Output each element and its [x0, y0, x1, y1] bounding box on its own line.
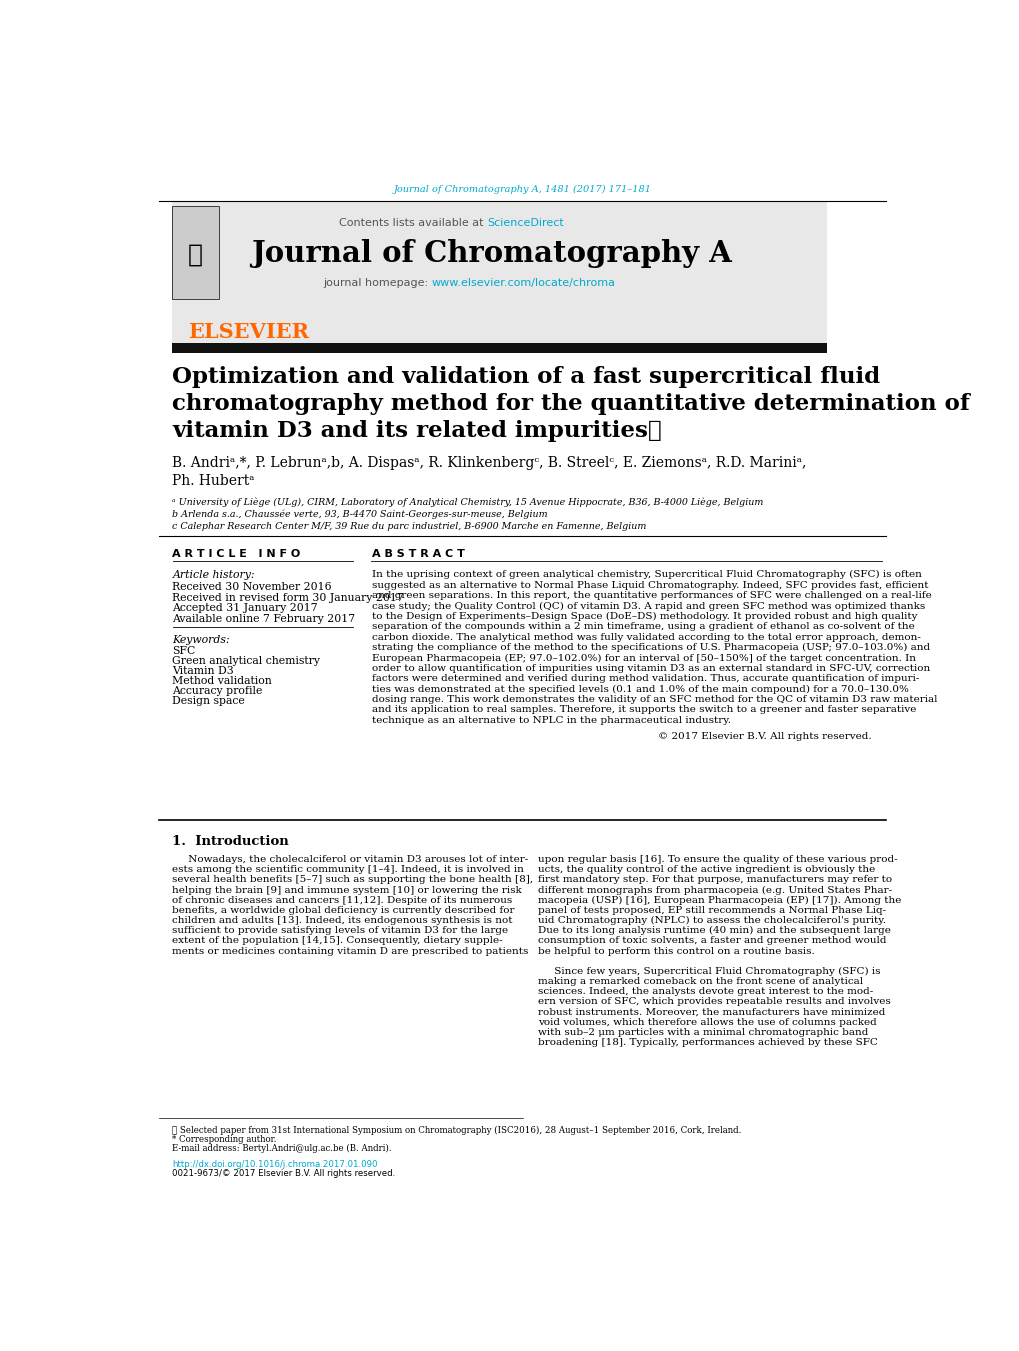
Text: A B S T R A C T: A B S T R A C T [371, 549, 464, 559]
Text: © 2017 Elsevier B.V. All rights reserved.: © 2017 Elsevier B.V. All rights reserved… [657, 732, 870, 742]
Text: ern version of SFC, which provides repeatable results and involves: ern version of SFC, which provides repea… [538, 997, 891, 1006]
Text: E-mail address: Bertyl.Andri@ulg.ac.be (B. Andri).: E-mail address: Bertyl.Andri@ulg.ac.be (… [172, 1144, 391, 1152]
Text: and green separations. In this report, the quantitative performances of SFC were: and green separations. In this report, t… [371, 590, 930, 600]
Text: robust instruments. Moreover, the manufacturers have minimized: robust instruments. Moreover, the manufa… [538, 1008, 884, 1016]
Text: extent of the population [14,15]. Consequently, dietary supple-: extent of the population [14,15]. Conseq… [172, 936, 502, 946]
Text: ucts, the quality control of the active ingredient is obviously the: ucts, the quality control of the active … [538, 865, 874, 874]
Text: 🌿: 🌿 [189, 243, 203, 266]
Text: ties was demonstrated at the specified levels (0.1 and 1.0% of the main compound: ties was demonstrated at the specified l… [371, 685, 908, 693]
Text: carbon dioxide. The analytical method was fully validated according to the total: carbon dioxide. The analytical method wa… [371, 632, 919, 642]
Text: Optimization and validation of a fast supercritical fluid: Optimization and validation of a fast su… [172, 366, 879, 388]
Text: Available online 7 February 2017: Available online 7 February 2017 [172, 615, 356, 624]
Text: Vitamin D3: Vitamin D3 [172, 666, 234, 676]
Text: be helpful to perform this control on a routine basis.: be helpful to perform this control on a … [538, 947, 814, 955]
Text: Journal of Chromatography A, 1481 (2017) 171–181: Journal of Chromatography A, 1481 (2017)… [393, 185, 651, 195]
Text: dosing range. This work demonstrates the validity of an SFC method for the QC of: dosing range. This work demonstrates the… [371, 694, 936, 704]
Text: ☆ Selected paper from 31st International Symposium on Chromatography (ISC2016), : ☆ Selected paper from 31st International… [172, 1127, 741, 1135]
Text: Design space: Design space [172, 696, 245, 705]
Text: Article history:: Article history: [172, 570, 255, 580]
Text: panel of tests proposed, EP still recommends a Normal Phase Liq-: panel of tests proposed, EP still recomm… [538, 907, 886, 915]
Text: making a remarked comeback on the front scene of analytical: making a remarked comeback on the front … [538, 977, 862, 986]
Text: SFC: SFC [172, 646, 196, 655]
Text: ests among the scientific community [1–4]. Indeed, it is involved in: ests among the scientific community [1–4… [172, 865, 524, 874]
Text: ELSEVIER: ELSEVIER [187, 323, 309, 342]
Text: * Corresponding author.: * Corresponding author. [172, 1135, 277, 1144]
Text: and its application to real samples. Therefore, it supports the switch to a gree: and its application to real samples. The… [371, 705, 915, 715]
Text: journal homepage:: journal homepage: [323, 277, 431, 288]
Text: Accepted 31 January 2017: Accepted 31 January 2017 [172, 604, 318, 613]
Text: A R T I C L E   I N F O: A R T I C L E I N F O [172, 549, 301, 559]
Text: first mandatory step. For that purpose, manufacturers may refer to: first mandatory step. For that purpose, … [538, 875, 892, 885]
Text: sufficient to provide satisfying levels of vitamin D3 for the large: sufficient to provide satisfying levels … [172, 927, 508, 935]
Bar [172, 200, 826, 343]
Text: ments or medicines containing vitamin D are prescribed to patients: ments or medicines containing vitamin D … [172, 947, 528, 955]
Text: several health benefits [5–7] such as supporting the bone health [8],: several health benefits [5–7] such as su… [172, 875, 533, 885]
Text: European Pharmacopeia (EP; 97.0–102.0%) for an interval of [50–150%] of the targ: European Pharmacopeia (EP; 97.0–102.0%) … [371, 654, 915, 662]
Text: Contents lists available at: Contents lists available at [339, 218, 487, 227]
Text: Due to its long analysis runtime (40 min) and the subsequent large: Due to its long analysis runtime (40 min… [538, 927, 891, 935]
Text: broadening [18]. Typically, performances achieved by these SFC: broadening [18]. Typically, performances… [538, 1038, 877, 1047]
Text: Journal of Chromatography A: Journal of Chromatography A [251, 239, 731, 267]
Text: http://dx.doi.org/10.1016/j.chroma.2017.01.090: http://dx.doi.org/10.1016/j.chroma.2017.… [172, 1161, 378, 1169]
Text: In the uprising context of green analytical chemistry, Supercritical Fluid Chrom: In the uprising context of green analyti… [371, 570, 920, 580]
Text: benefits, a worldwide global deficiency is currently described for: benefits, a worldwide global deficiency … [172, 907, 515, 915]
Text: to the Design of Experiments–Design Space (DoE–DS) methodology. It provided robu: to the Design of Experiments–Design Spac… [371, 612, 916, 621]
Text: c Calephar Research Center M/F, 39 Rue du parc industriel, B-6900 Marche en Fame: c Calephar Research Center M/F, 39 Rue d… [172, 521, 646, 531]
Text: 1.  Introduction: 1. Introduction [172, 835, 289, 848]
Text: Green analytical chemistry: Green analytical chemistry [172, 655, 320, 666]
Text: different monographs from pharmacopeia (e.g. United States Phar-: different monographs from pharmacopeia (… [538, 886, 892, 894]
Text: Method validation: Method validation [172, 676, 272, 686]
Text: Keywords:: Keywords: [172, 635, 230, 644]
Text: of chronic diseases and cancers [11,12]. Despite of its numerous: of chronic diseases and cancers [11,12].… [172, 896, 513, 905]
Text: upon regular basis [16]. To ensure the quality of these various prod-: upon regular basis [16]. To ensure the q… [538, 855, 897, 865]
Text: separation of the compounds within a 2 min timeframe, using a gradient of ethano: separation of the compounds within a 2 m… [371, 623, 913, 631]
Text: uid Chromatography (NPLC) to assess the cholecalciferol's purity.: uid Chromatography (NPLC) to assess the … [538, 916, 886, 925]
Text: strating the compliance of the method to the specifications of U.S. Pharmacopeia: strating the compliance of the method to… [371, 643, 929, 653]
Text: Received in revised form 30 January 2017: Received in revised form 30 January 2017 [172, 593, 404, 603]
Text: Nowadays, the cholecalciferol or vitamin D3 arouses lot of inter-: Nowadays, the cholecalciferol or vitamin… [172, 855, 528, 865]
Text: Ph. Hubertᵃ: Ph. Hubertᵃ [172, 474, 255, 488]
Text: chromatography method for the quantitative determination of: chromatography method for the quantitati… [172, 393, 969, 415]
Text: Received 30 November 2016: Received 30 November 2016 [172, 582, 332, 592]
Text: b Arlenda s.a., Chaussée verte, 93, B-4470 Saint-Georges-sur-meuse, Belgium: b Arlenda s.a., Chaussée verte, 93, B-44… [172, 509, 547, 519]
Text: www.elsevier.com/locate/chroma: www.elsevier.com/locate/chroma [431, 277, 615, 288]
Text: vitamin D3 and its related impurities☆: vitamin D3 and its related impurities☆ [172, 420, 661, 442]
Text: B. Andriᵃ,*, P. Lebrunᵃ,b, A. Dispasᵃ, R. Klinkenbergᶜ, B. Streelᶜ, E. Ziemonsᵃ,: B. Andriᵃ,*, P. Lebrunᵃ,b, A. Dispasᵃ, R… [172, 457, 806, 470]
Text: ScienceDirect: ScienceDirect [487, 218, 564, 227]
Text: factors were determined and verified during method validation. Thus, accurate qu: factors were determined and verified dur… [371, 674, 918, 684]
Text: Since few years, Supercritical Fluid Chromatography (SFC) is: Since few years, Supercritical Fluid Chr… [538, 967, 879, 975]
Text: with sub–2 μm particles with a minimal chromatographic band: with sub–2 μm particles with a minimal c… [538, 1028, 868, 1038]
Text: case study; the Quality Control (QC) of vitamin D3. A rapid and green SFC method: case study; the Quality Control (QC) of … [371, 601, 924, 611]
Text: helping the brain [9] and immune system [10] or lowering the risk: helping the brain [9] and immune system … [172, 886, 522, 894]
Text: children and adults [13]. Indeed, its endogenous synthesis is not: children and adults [13]. Indeed, its en… [172, 916, 513, 925]
Bar [172, 343, 826, 353]
Text: void volumes, which therefore allows the use of columns packed: void volumes, which therefore allows the… [538, 1017, 876, 1027]
Bar [172, 205, 219, 299]
Text: 0021-9673/© 2017 Elsevier B.V. All rights reserved.: 0021-9673/© 2017 Elsevier B.V. All right… [172, 1169, 395, 1178]
Text: technique as an alternative to NPLC in the pharmaceutical industry.: technique as an alternative to NPLC in t… [371, 716, 730, 724]
Text: macopeia (USP) [16], European Pharmacopeia (EP) [17]). Among the: macopeia (USP) [16], European Pharmacope… [538, 896, 901, 905]
Text: order to allow quantification of impurities using vitamin D3 as an external stan: order to allow quantification of impurit… [371, 663, 929, 673]
Text: sciences. Indeed, the analysts devote great interest to the mod-: sciences. Indeed, the analysts devote gr… [538, 988, 872, 996]
Text: consumption of toxic solvents, a faster and greener method would: consumption of toxic solvents, a faster … [538, 936, 886, 946]
Text: Accuracy profile: Accuracy profile [172, 686, 263, 696]
Text: suggested as an alternative to Normal Phase Liquid Chromatography. Indeed, SFC p: suggested as an alternative to Normal Ph… [371, 581, 927, 589]
Text: ᵃ University of Liège (ULg), CIRM, Laboratory of Analytical Chemistry, 15 Avenue: ᵃ University of Liège (ULg), CIRM, Labor… [172, 497, 763, 507]
